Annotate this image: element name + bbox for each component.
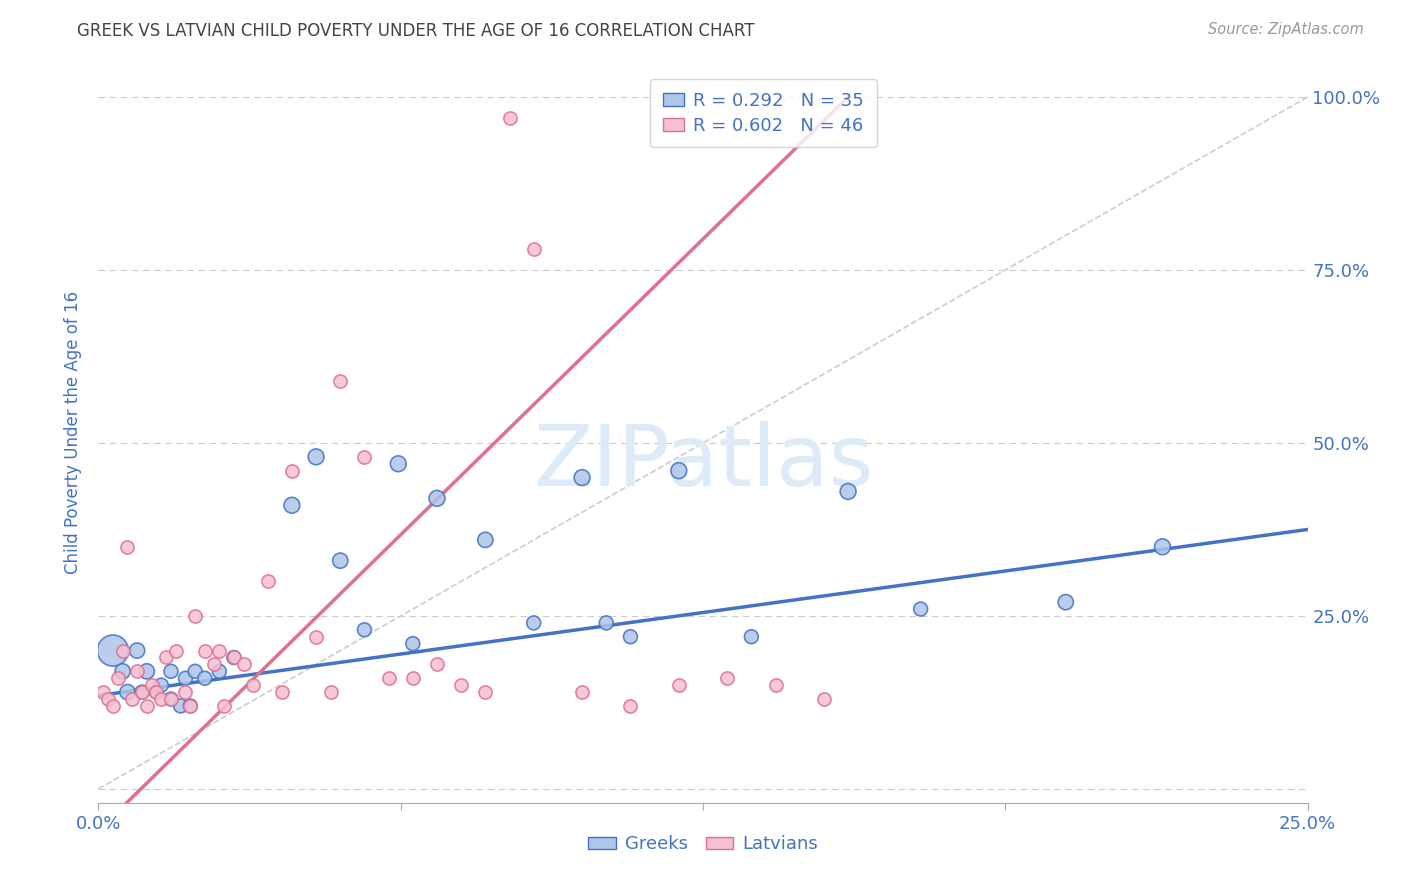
Text: Source: ZipAtlas.com: Source: ZipAtlas.com <box>1208 22 1364 37</box>
Point <box>127 643 149 657</box>
Point <box>353 450 375 464</box>
Point <box>498 111 520 125</box>
Point <box>117 540 139 554</box>
Point <box>387 457 409 471</box>
Point <box>474 533 496 547</box>
Point <box>271 685 294 699</box>
Legend: Greeks, Latvians: Greeks, Latvians <box>581 828 825 861</box>
Point <box>595 615 617 630</box>
Point <box>242 678 264 692</box>
Point <box>377 671 399 685</box>
Point <box>329 374 352 388</box>
Point <box>619 698 641 713</box>
Point <box>212 698 235 713</box>
Point <box>117 685 139 699</box>
Point <box>169 698 191 713</box>
Point <box>740 630 762 644</box>
Point <box>402 671 425 685</box>
Point <box>281 498 304 512</box>
Point <box>668 678 690 692</box>
Point <box>1054 595 1077 609</box>
Point <box>160 665 183 679</box>
Point <box>160 692 183 706</box>
Point <box>523 242 546 256</box>
Point <box>813 692 835 706</box>
Point <box>222 650 245 665</box>
Point <box>141 678 163 692</box>
Point <box>222 650 245 665</box>
Point <box>160 692 183 706</box>
Point <box>765 678 787 692</box>
Point <box>1152 540 1174 554</box>
Point <box>174 685 197 699</box>
Point <box>353 623 375 637</box>
Point <box>426 491 449 506</box>
Point <box>101 643 124 657</box>
Point <box>97 692 120 706</box>
Point <box>135 698 157 713</box>
Point <box>91 685 114 699</box>
Y-axis label: Child Poverty Under the Age of 16: Child Poverty Under the Age of 16 <box>65 291 83 574</box>
Point <box>910 602 932 616</box>
Point <box>571 470 593 484</box>
Point <box>402 637 425 651</box>
Point <box>179 698 201 713</box>
Point <box>716 671 738 685</box>
Point <box>135 665 157 679</box>
Point <box>155 650 177 665</box>
Point <box>150 678 173 692</box>
Point <box>184 665 207 679</box>
Point <box>204 657 226 672</box>
Point <box>165 643 187 657</box>
Point <box>194 671 217 685</box>
Text: GREEK VS LATVIAN CHILD POVERTY UNDER THE AGE OF 16 CORRELATION CHART: GREEK VS LATVIAN CHILD POVERTY UNDER THE… <box>77 22 755 40</box>
Point <box>150 692 173 706</box>
Point <box>329 554 352 568</box>
Point <box>179 698 201 713</box>
Point <box>426 657 449 672</box>
Point <box>571 685 593 699</box>
Point <box>208 643 231 657</box>
Point <box>111 643 134 657</box>
Point <box>305 630 328 644</box>
Text: ZIPatlas: ZIPatlas <box>533 421 873 504</box>
Point <box>319 685 342 699</box>
Point <box>101 698 124 713</box>
Point <box>184 609 207 624</box>
Point <box>107 671 129 685</box>
Point <box>474 685 496 699</box>
Point <box>131 685 153 699</box>
Point <box>127 665 149 679</box>
Point <box>145 685 167 699</box>
Point <box>281 464 304 478</box>
Point <box>194 643 217 657</box>
Point <box>450 678 472 692</box>
Point <box>121 692 143 706</box>
Point <box>174 671 197 685</box>
Point <box>131 685 153 699</box>
Point <box>145 685 167 699</box>
Point <box>837 484 859 499</box>
Point <box>305 450 328 464</box>
Point <box>111 665 134 679</box>
Point <box>208 665 231 679</box>
Point <box>668 464 690 478</box>
Point <box>256 574 278 589</box>
Point <box>619 630 641 644</box>
Point <box>232 657 254 672</box>
Point <box>523 615 546 630</box>
